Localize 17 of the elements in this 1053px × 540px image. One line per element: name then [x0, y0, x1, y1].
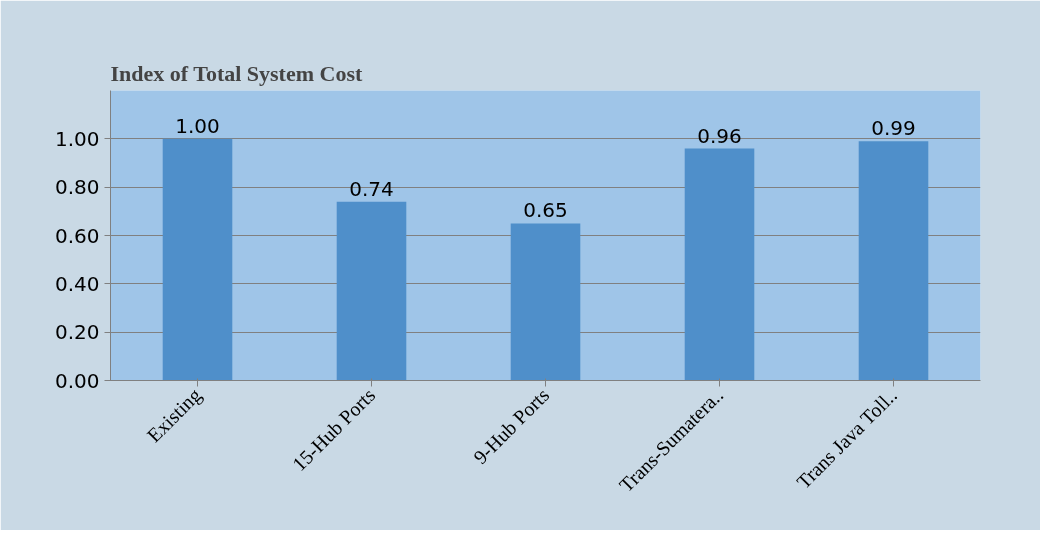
data-label: 0.99 — [871, 116, 916, 141]
bar — [858, 141, 929, 381]
data-label: 1.00 — [175, 113, 220, 138]
bar — [510, 223, 581, 381]
bar — [684, 148, 755, 381]
bar — [336, 201, 407, 381]
y-tick-label: 0.00 — [54, 368, 100, 393]
y-tick-label: 1.00 — [54, 126, 100, 151]
y-tick-label: 0.60 — [54, 223, 100, 248]
y-tick-label: 0.40 — [54, 271, 100, 296]
bar — [162, 138, 233, 381]
y-tick-label: 0.20 — [54, 320, 100, 345]
data-label: 0.65 — [523, 198, 568, 223]
chart-title: Index of Total System Cost — [110, 60, 363, 86]
data-label: 0.74 — [349, 176, 394, 201]
y-tick-label: 0.80 — [54, 175, 100, 200]
data-label: 0.96 — [697, 123, 742, 148]
